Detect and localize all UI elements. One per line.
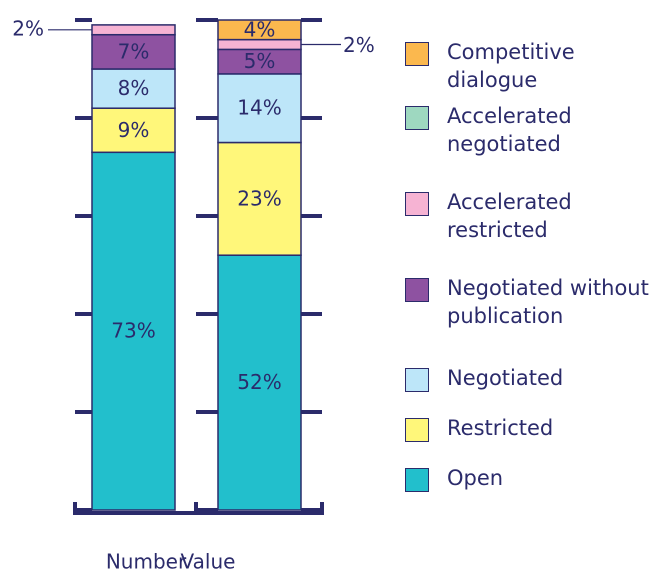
legend-label: Negotiated: [447, 366, 564, 390]
legend-label: Accelerated restricted: [447, 190, 572, 242]
legend-item: Accelerated restricted: [405, 178, 597, 244]
bar-segment: [217, 19, 302, 41]
legend-swatch: [405, 468, 429, 492]
data-label: 73%: [111, 319, 155, 343]
bar-segment: [91, 24, 176, 36]
legend-item: Negotiated: [405, 354, 627, 392]
legend-swatch: [405, 278, 429, 302]
legend-swatch: [405, 42, 429, 66]
data-label: 2%: [12, 16, 44, 40]
data-label: 14%: [237, 96, 281, 120]
legend-item: Restricted: [405, 404, 627, 442]
bar-segment: [91, 107, 176, 154]
data-label: 5%: [244, 49, 276, 73]
data-label: 7%: [118, 39, 150, 63]
bar-segment: [217, 48, 302, 75]
legend-swatch: [405, 418, 429, 442]
data-label: 9%: [118, 118, 150, 142]
data-label: 4%: [244, 17, 276, 41]
legend-item: Negotiated without publication: [405, 264, 670, 330]
data-label: 8%: [118, 76, 150, 100]
legend-swatch: [405, 106, 429, 130]
bar-segment: [91, 151, 176, 511]
bar-segment: [91, 33, 176, 70]
legend-label: Negotiated without publication: [447, 276, 649, 328]
bar-segment: [91, 68, 176, 109]
data-label: 52%: [237, 370, 281, 394]
legend-item: Open: [405, 454, 627, 492]
x-tick-label: Value: [181, 550, 236, 574]
x-tick-label: Number: [106, 550, 187, 574]
legend-label: Restricted: [447, 416, 554, 440]
bar-segment: [217, 254, 302, 511]
legend-swatch: [405, 368, 429, 392]
legend-item: Competitive dialogue: [405, 28, 597, 94]
bar-segment: [217, 73, 302, 144]
data-label: 2%: [343, 33, 375, 57]
legend-label: Competitive dialogue: [447, 40, 575, 92]
legend-label: Open: [447, 466, 504, 490]
legend-swatch: [405, 192, 429, 216]
legend-item: Accelerated negotiated: [405, 92, 597, 158]
data-label: 23%: [237, 186, 281, 210]
legend-label: Accelerated negotiated: [447, 104, 572, 156]
